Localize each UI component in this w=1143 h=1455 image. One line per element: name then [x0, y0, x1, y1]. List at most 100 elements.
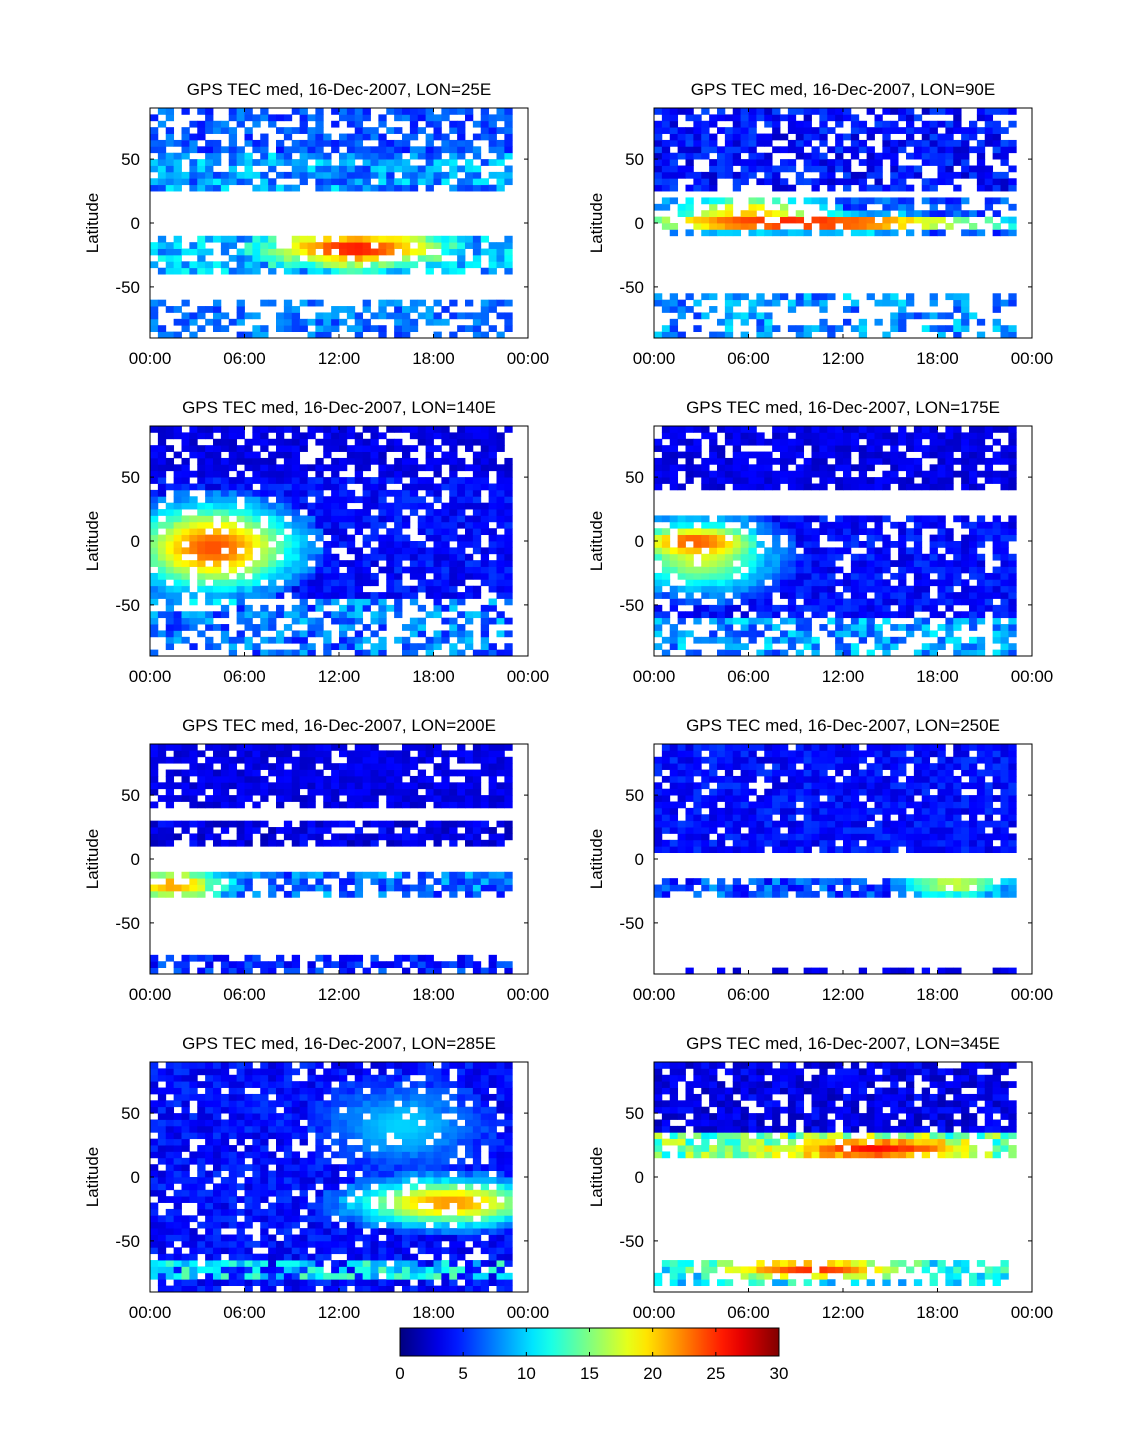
heatmap-cell: [300, 770, 308, 777]
heatmap-cell: [355, 770, 363, 777]
heatmap-cell: [276, 795, 284, 802]
heatmap-cell: [1001, 547, 1009, 554]
heatmap-cell: [378, 484, 386, 491]
panel-3: GPS TEC med, 16-Dec-2007, LON=140ELatitu…: [83, 398, 549, 686]
heatmap-cell: [504, 325, 512, 332]
heatmap-cell: [237, 159, 245, 166]
heatmap-cell: [489, 496, 497, 503]
heatmap-cell: [867, 560, 875, 567]
heatmap-cell: [882, 426, 890, 433]
heatmap-cell: [859, 515, 867, 522]
heatmap-cell: [418, 757, 426, 764]
heatmap-cell: [1001, 332, 1009, 339]
heatmap-cell: [890, 445, 898, 452]
heatmap-cell: [418, 432, 426, 439]
heatmap-cell: [945, 452, 953, 459]
heatmap-cell: [772, 477, 780, 484]
heatmap-cell: [331, 261, 339, 268]
heatmap-cell: [323, 153, 331, 160]
heatmap-cell: [1008, 166, 1016, 173]
heatmap-cell: [678, 763, 686, 770]
heatmap-cell: [662, 159, 670, 166]
heatmap-cell: [434, 744, 442, 751]
heatmap-cell: [449, 312, 457, 319]
heatmap-cell: [938, 229, 946, 236]
heatmap-cell: [922, 426, 930, 433]
heatmap-cell: [953, 611, 961, 618]
heatmap-cell: [969, 121, 977, 128]
heatmap-cell: [284, 789, 292, 796]
heatmap-cell: [670, 846, 678, 853]
heatmap-cell: [882, 599, 890, 606]
heatmap-cell: [308, 432, 316, 439]
heatmap-cell: [481, 452, 489, 459]
heatmap-cell: [402, 306, 410, 313]
heatmap-cell: [898, 522, 906, 529]
heatmap-cell: [189, 432, 197, 439]
heatmap-cell: [882, 140, 890, 147]
x-tick-label: 06:00: [223, 349, 266, 368]
heatmap-cell: [260, 426, 268, 433]
heatmap-cell: [993, 528, 1001, 535]
heatmap-cell: [473, 484, 481, 491]
heatmap-cell: [276, 840, 284, 847]
heatmap-cell: [733, 172, 741, 179]
heatmap-cell: [481, 878, 489, 885]
heatmap-cell: [434, 840, 442, 847]
heatmap-cell: [504, 268, 512, 275]
heatmap-cell: [709, 445, 717, 452]
heatmap-cell: [906, 127, 914, 134]
heatmap-cell: [961, 471, 969, 478]
heatmap-cell: [473, 236, 481, 243]
heatmap-cell: [229, 255, 237, 262]
heatmap-cell: [402, 757, 410, 764]
heatmap-cell: [875, 599, 883, 606]
heatmap-cell: [465, 300, 473, 307]
heatmap-cell: [308, 541, 316, 548]
heatmap-cell: [898, 185, 906, 192]
heatmap-cell: [394, 159, 402, 166]
heatmap-cell: [205, 821, 213, 828]
heatmap-cell: [292, 586, 300, 593]
heatmap-cell: [284, 776, 292, 783]
heatmap-cell: [898, 166, 906, 173]
heatmap-cell: [945, 567, 953, 574]
heatmap-cell: [394, 477, 402, 484]
heatmap-cell: [402, 968, 410, 975]
heatmap-cell: [749, 515, 757, 522]
heatmap-cell: [717, 108, 725, 115]
heatmap-cell: [969, 471, 977, 478]
heatmap-cell: [252, 332, 260, 339]
heatmap-cell: [410, 325, 418, 332]
heatmap-cell: [410, 840, 418, 847]
heatmap-cell: [268, 567, 276, 574]
heatmap-cell: [882, 547, 890, 554]
heatmap-cell: [229, 878, 237, 885]
heatmap-cell: [363, 166, 371, 173]
heatmap-cell: [875, 166, 883, 173]
heatmap-cell: [504, 528, 512, 535]
heatmap-cell: [323, 528, 331, 535]
heatmap-cell: [473, 464, 481, 471]
heatmap-cell: [914, 471, 922, 478]
heatmap-cell: [756, 605, 764, 612]
heatmap-cell: [441, 782, 449, 789]
heatmap-cell: [733, 464, 741, 471]
heatmap-cell: [292, 840, 300, 847]
heatmap-cell: [371, 522, 379, 529]
heatmap-cell: [260, 961, 268, 968]
heatmap-cell: [709, 306, 717, 313]
heatmap-cell: [819, 229, 827, 236]
heatmap-cell: [347, 782, 355, 789]
heatmap-cell: [158, 432, 166, 439]
heatmap-cell: [174, 153, 182, 160]
heatmap-cell: [1008, 522, 1016, 529]
heatmap-cell: [331, 560, 339, 567]
heatmap-cell: [449, 236, 457, 243]
heatmap-cell: [489, 840, 497, 847]
heatmap-cell: [497, 833, 505, 840]
heatmap-cell: [457, 490, 465, 497]
heatmap-cell: [851, 560, 859, 567]
heatmap-cell: [875, 554, 883, 561]
heatmap-cell: [473, 325, 481, 332]
